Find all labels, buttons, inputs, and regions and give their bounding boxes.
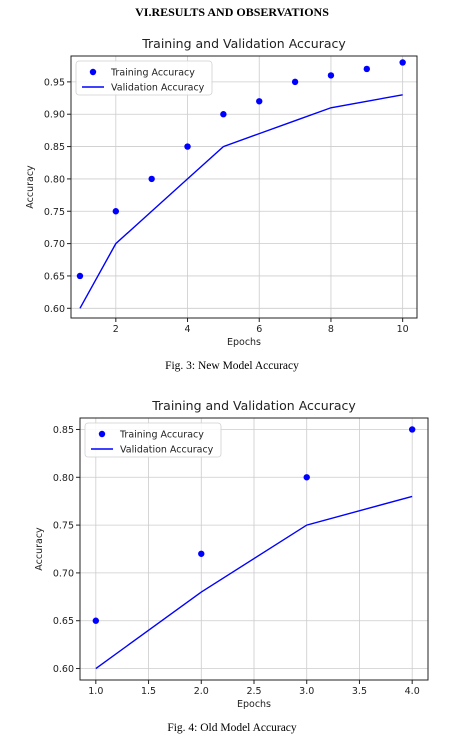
y-tick-label: 0.80 [44,174,65,185]
x-tick-label: 3.5 [352,686,367,697]
x-tick-label: 10 [397,324,409,335]
section-heading: VI.RESULTS AND OBSERVATIONS [135,5,329,19]
legend-entry-label: Validation Accuracy [111,83,205,94]
training-accuracy-point [220,111,227,118]
training-accuracy-point [76,272,84,280]
training-accuracy-point [184,143,191,150]
new-model-accuracy-chart: Training and Validation Accuracy 2 4 6 8 10 0.… [25,36,418,348]
training-accuracy-point [112,208,120,215]
y-tick-label: 0.60 [44,304,65,315]
x-tick-label: 2.5 [246,686,261,697]
y-axis-label: Accuracy [25,165,36,209]
training-accuracy-point [148,175,155,183]
legend-marker-swatch [89,68,97,76]
y-tick-label: 0.85 [53,425,74,436]
training-accuracy-point [363,65,371,73]
figure-4-caption: Fig. 4: Old Model Accuracy [167,722,297,734]
x-tick-label: 8 [328,324,334,335]
x-tick-label: 1.5 [141,686,156,697]
legend-entry-label: Training Accuracy [110,68,195,79]
chart-title: Training and Validation Accuracy [151,398,356,413]
y-tick-label: 0.85 [44,142,65,153]
training-accuracy-point [92,617,100,624]
legend-box [84,422,222,458]
legend-box [75,60,213,96]
y-tick-label: 0.70 [53,568,74,579]
y-tick-label: 0.80 [53,473,74,484]
legend-entry-label: Training Accuracy [119,430,204,441]
x-tick-label: 1.0 [88,686,103,697]
training-accuracy-point [327,72,335,79]
training-accuracy-point [256,98,263,105]
x-axis-label: Epochs [237,699,271,710]
x-tick-label: 2 [113,324,119,335]
training-accuracy-point [399,59,406,66]
training-accuracy-point [291,78,299,86]
old-model-accuracy-chart: Training and Validation Accuracy 1.0 1.5 2.… [34,398,429,710]
y-tick-label: 0.75 [53,521,74,532]
x-tick-label: 4 [185,324,191,335]
plot-frame [70,55,418,319]
training-accuracy-point [303,474,310,481]
x-tick-label: 2.0 [194,686,209,697]
training-accuracy-point [198,550,205,557]
legend-entry-label: Validation Accuracy [120,445,214,456]
legend-marker-swatch [98,430,106,438]
y-tick-label: 0.95 [44,77,65,88]
y-tick-label: 0.70 [44,239,65,250]
x-tick-label: 6 [256,324,262,335]
training-accuracy-point [408,426,416,433]
validation-accuracy-line [95,495,413,670]
y-tick-label: 0.65 [44,271,65,282]
figure-3-caption: Fig. 3: New Model Accuracy [165,360,299,372]
x-tick-label: 3.0 [299,686,314,697]
x-tick-label: 4.0 [405,686,420,697]
y-tick-label: 0.90 [44,110,65,121]
y-axis-label: Accuracy [34,527,45,571]
x-axis-label: Epochs [227,337,261,348]
chart-title: Training and Validation Accuracy [141,36,346,51]
y-tick-label: 0.60 [53,664,74,675]
validation-accuracy-line [79,94,403,309]
y-tick-label: 0.65 [53,616,74,627]
y-tick-label: 0.75 [44,207,65,218]
